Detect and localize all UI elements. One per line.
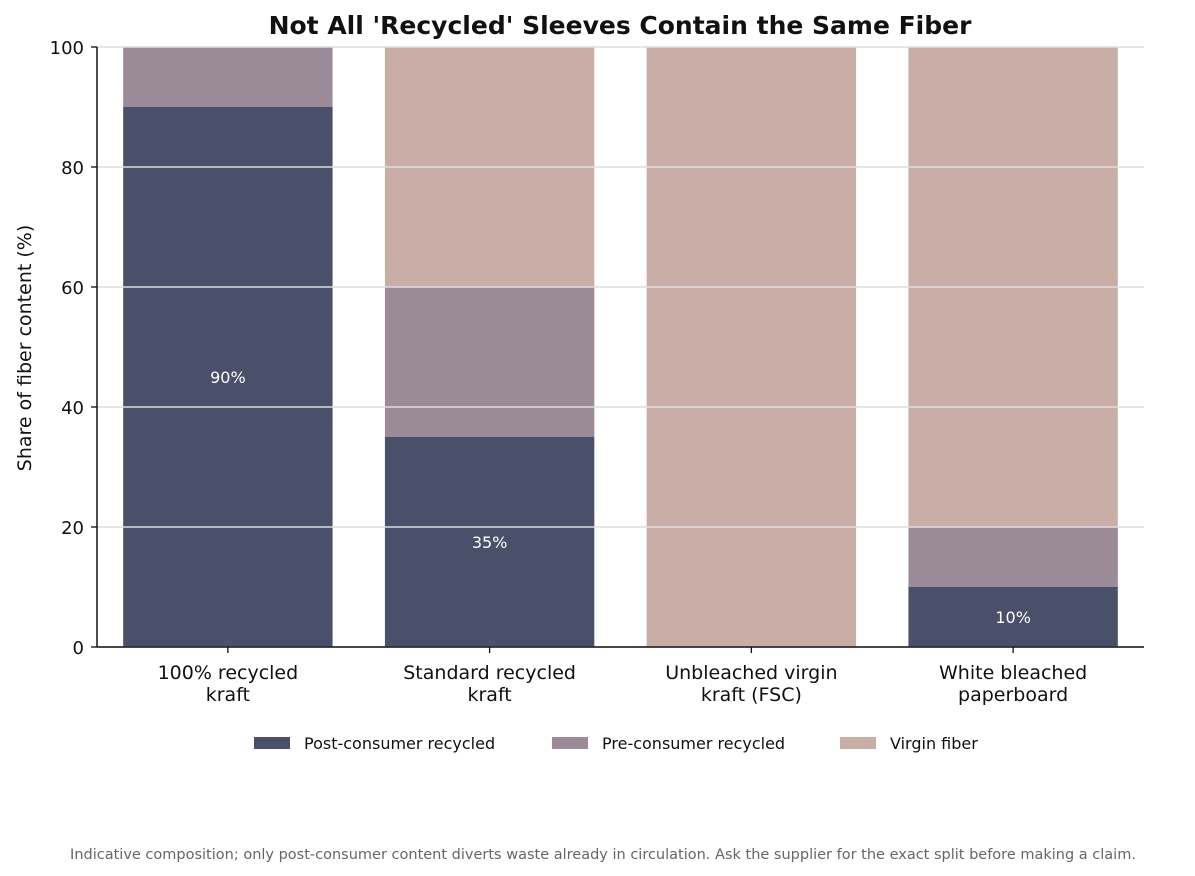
- bar-4-series-2: [908, 527, 1118, 587]
- y-tick-label: 100: [50, 38, 84, 59]
- legend: Post-consumer recycled Pre-consumer recyc…: [254, 734, 978, 753]
- legend-swatch: [254, 737, 290, 749]
- y-tick-label: 20: [61, 518, 84, 539]
- chart-title: Not All 'Recycled' Sleeves Contain the S…: [269, 11, 973, 40]
- legend-label: Pre-consumer recycled: [602, 734, 785, 753]
- bar-1-series-2: [123, 47, 333, 107]
- x-tick-label: White bleached paperboard: [939, 662, 1087, 706]
- bar-1-series-1: [123, 107, 333, 647]
- data-label: 10%: [995, 608, 1031, 627]
- footnote: Indicative composition; only post-consum…: [70, 847, 1136, 863]
- bar-2-series-1: [384, 437, 595, 647]
- legend-label: Post-consumer recycled: [304, 734, 495, 753]
- y-axis-label: Share of fiber content (%): [14, 225, 36, 471]
- x-tick-label: Unbleached virgin kraft (FSC): [665, 662, 837, 706]
- y-tick-label: 60: [61, 278, 84, 299]
- bar-2-series-2: [384, 287, 595, 437]
- x-tick-label: 100% recycled kraft: [158, 662, 299, 706]
- x-tick-label: Standard recycled kraft: [403, 662, 576, 706]
- axes: 90% 35% 10% 0 20 40 60 80 100 100% recycled kraft S…: [50, 38, 1144, 706]
- bar-4-series-1: [908, 587, 1118, 647]
- y-tick-label: 80: [61, 158, 84, 179]
- bars: [123, 47, 1118, 647]
- data-label: 90%: [210, 368, 246, 387]
- y-tick-label: 0: [73, 638, 84, 659]
- legend-swatch: [552, 737, 588, 749]
- y-tick-label: 40: [61, 398, 84, 419]
- data-label: 35%: [472, 533, 508, 552]
- bar-3-series-3: [646, 47, 857, 647]
- legend-label: Virgin fiber: [890, 734, 978, 753]
- legend-swatch: [840, 737, 876, 749]
